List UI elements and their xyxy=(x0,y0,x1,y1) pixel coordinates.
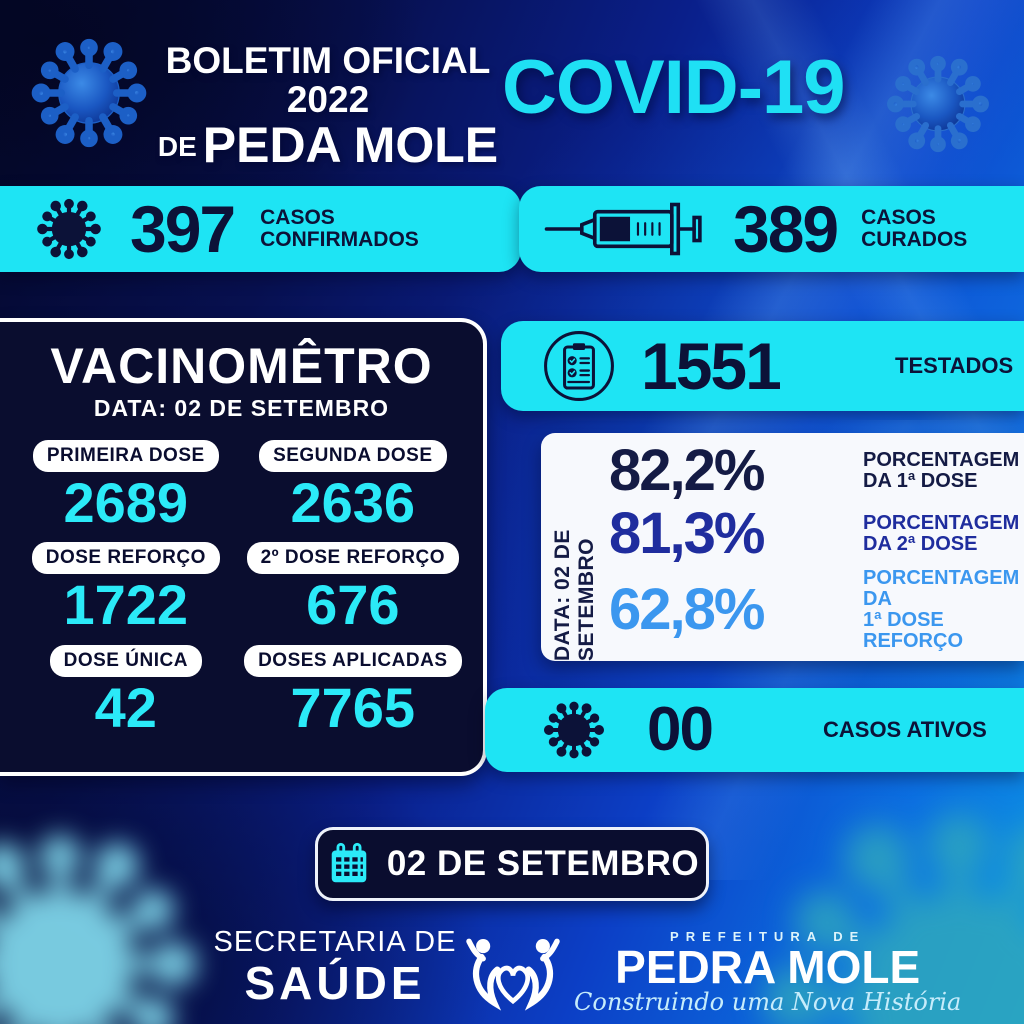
prefeitura-small: PREFEITURA DE xyxy=(670,928,866,944)
percentages-rows: 82,2% PORCENTAGEM DA 1ª DOSE 81,3% PORCE… xyxy=(609,437,1020,655)
virus-icon xyxy=(34,194,104,264)
people-heart-icon xyxy=(466,938,560,1011)
secretaria-line2: SAÚDE xyxy=(244,957,426,1009)
syringe-icon xyxy=(544,202,702,256)
label-line: 1ª DOSE REFORÇO xyxy=(863,609,963,653)
vacinometro-grid: PRIMEIRA DOSE 2689 SEGUNDA DOSE 2636 DOS… xyxy=(22,439,462,740)
dose-stat-label: 2º DOSE REFORÇO xyxy=(246,542,459,575)
active-cases-label: CASOS ATIVOS xyxy=(823,717,987,743)
label-line: DA 1ª DOSE xyxy=(863,469,978,492)
calendar-icon xyxy=(331,842,367,883)
dose-stat: DOSES APLICADAS 7765 xyxy=(244,645,462,740)
dose-stat: DOSE ÚNICA 42 xyxy=(22,645,231,738)
percentage-value: 62,8% xyxy=(609,577,765,643)
tested-value: 1551 xyxy=(641,329,782,403)
vacinometro-title: VACINOMÊTRO xyxy=(50,338,433,394)
vacinometro-card: VACINOMÊTRO DATA: 02 DE SETEMBRO PRIMEIR… xyxy=(0,318,487,776)
percentages-card: DATA: 02 DE SETEMBRO 82,2% PORCENTAGEM D… xyxy=(541,433,1024,661)
percentage-value: 81,3% xyxy=(609,500,765,566)
active-cases-value: 00 xyxy=(647,695,714,764)
percentage-row: 82,2% PORCENTAGEM DA 1ª DOSE xyxy=(609,437,1020,503)
virus-icon xyxy=(543,701,605,759)
dose-stat-value: 2689 xyxy=(63,470,189,534)
virus-3d-icon xyxy=(882,48,994,160)
percentages-date: DATA: 02 DE SETEMBRO xyxy=(551,433,599,661)
prefeitura-name: PEDRA MOLE xyxy=(615,940,921,993)
title-city: PEDA MOLE xyxy=(202,116,499,173)
cured-cases-label: CASOS CURADOS xyxy=(861,205,968,251)
prefeitura-text: PREFEITURA DE PEDRA MOLE Construindo uma… xyxy=(574,929,961,1016)
percentage-label: PORCENTAGEM DA 1ª DOSE REFORÇO xyxy=(863,568,1019,652)
label-line: CASOS xyxy=(861,205,936,229)
percentage-label: PORCENTAGEM DA 2ª DOSE xyxy=(863,511,1020,555)
date-banner: 02 DE SETEMBRO xyxy=(315,827,709,901)
percentage-label: PORCENTAGEM DA 1ª DOSE xyxy=(863,448,1020,492)
clipboard-check-icon xyxy=(544,331,614,401)
prefeitura-logo: PREFEITURA DE PEDRA MOLE Construindo uma… xyxy=(458,928,961,1016)
dose-stat-value: 1722 xyxy=(63,573,189,637)
date-banner-text: 02 DE SETEMBRO xyxy=(386,844,700,883)
bulletin-title-line2: DE PEDA MOLE xyxy=(148,120,508,170)
secretaria-block: SECRETARIA DE SAÚDE xyxy=(160,926,510,1007)
percentages-date-text: DATA: 02 DE SETEMBRO xyxy=(551,529,598,661)
bulletin-title-line1: BOLETIM OFICIAL 2022 xyxy=(165,40,491,120)
virus-3d-icon xyxy=(26,30,152,156)
dose-stat-label: DOSE ÚNICA xyxy=(49,645,202,678)
label-line: CASOS xyxy=(260,205,335,229)
dose-stat-label: SEGUNDA DOSE xyxy=(259,439,447,472)
title-de-prefix: DE xyxy=(157,130,197,162)
cured-cases-value: 389 xyxy=(733,192,839,266)
confirmed-cases-value: 397 xyxy=(130,192,236,266)
dose-stat-value: 42 xyxy=(94,676,157,740)
confirmed-cases-card: 397 CASOS CONFIRMADOS xyxy=(0,186,521,272)
prefeitura-slogan: Construindo uma Nova História xyxy=(574,987,962,1016)
label-line: PORCENTAGEM xyxy=(863,448,1020,471)
tested-label: TESTADOS xyxy=(895,353,1014,379)
bulletin-title: BOLETIM OFICIAL 2022 DE PEDA MOLE xyxy=(148,40,508,170)
dose-stat: SEGUNDA DOSE 2636 xyxy=(244,439,461,534)
label-line: DA 2ª DOSE xyxy=(863,532,978,555)
label-line: PORCENTAGEM DA xyxy=(863,567,1020,611)
tested-card: 1551 TESTADOS xyxy=(501,321,1024,411)
secretaria-line1: SECRETARIA DE xyxy=(213,926,457,958)
label-line: PORCENTAGEM xyxy=(863,511,1020,534)
dose-stat-label: DOSE REFORÇO xyxy=(31,542,220,575)
label-line: CURADOS xyxy=(861,228,968,251)
percentage-row: 81,3% PORCENTAGEM DA 2ª DOSE xyxy=(609,500,1020,566)
dose-stat-value: 7765 xyxy=(290,676,416,740)
confirmed-cases-label: CASOS CONFIRMADOS xyxy=(260,205,419,251)
label-line: CONFIRMADOS xyxy=(260,228,419,251)
active-cases-card: 00 CASOS ATIVOS xyxy=(485,688,1024,772)
percentage-value: 82,2% xyxy=(609,437,765,503)
dose-stat-value: 2636 xyxy=(290,470,416,534)
cured-cases-card: 389 CASOS CURADOS xyxy=(519,186,1024,272)
covid-19-title: COVID-19 xyxy=(502,45,846,130)
dose-stat-label: DOSES APLICADAS xyxy=(244,645,462,678)
dose-stat-label: PRIMEIRA DOSE xyxy=(32,439,219,472)
dose-stat: 2º DOSE REFORÇO 676 xyxy=(244,542,461,635)
vacinometro-date: DATA: 02 DE SETEMBRO xyxy=(93,394,390,421)
percentage-row: 62,8% PORCENTAGEM DA 1ª DOSE REFORÇO xyxy=(609,568,1019,652)
dose-stat-value: 676 xyxy=(306,573,400,637)
dose-stat: PRIMEIRA DOSE 2689 xyxy=(22,439,231,534)
dose-stat: DOSE REFORÇO 1722 xyxy=(22,542,231,635)
